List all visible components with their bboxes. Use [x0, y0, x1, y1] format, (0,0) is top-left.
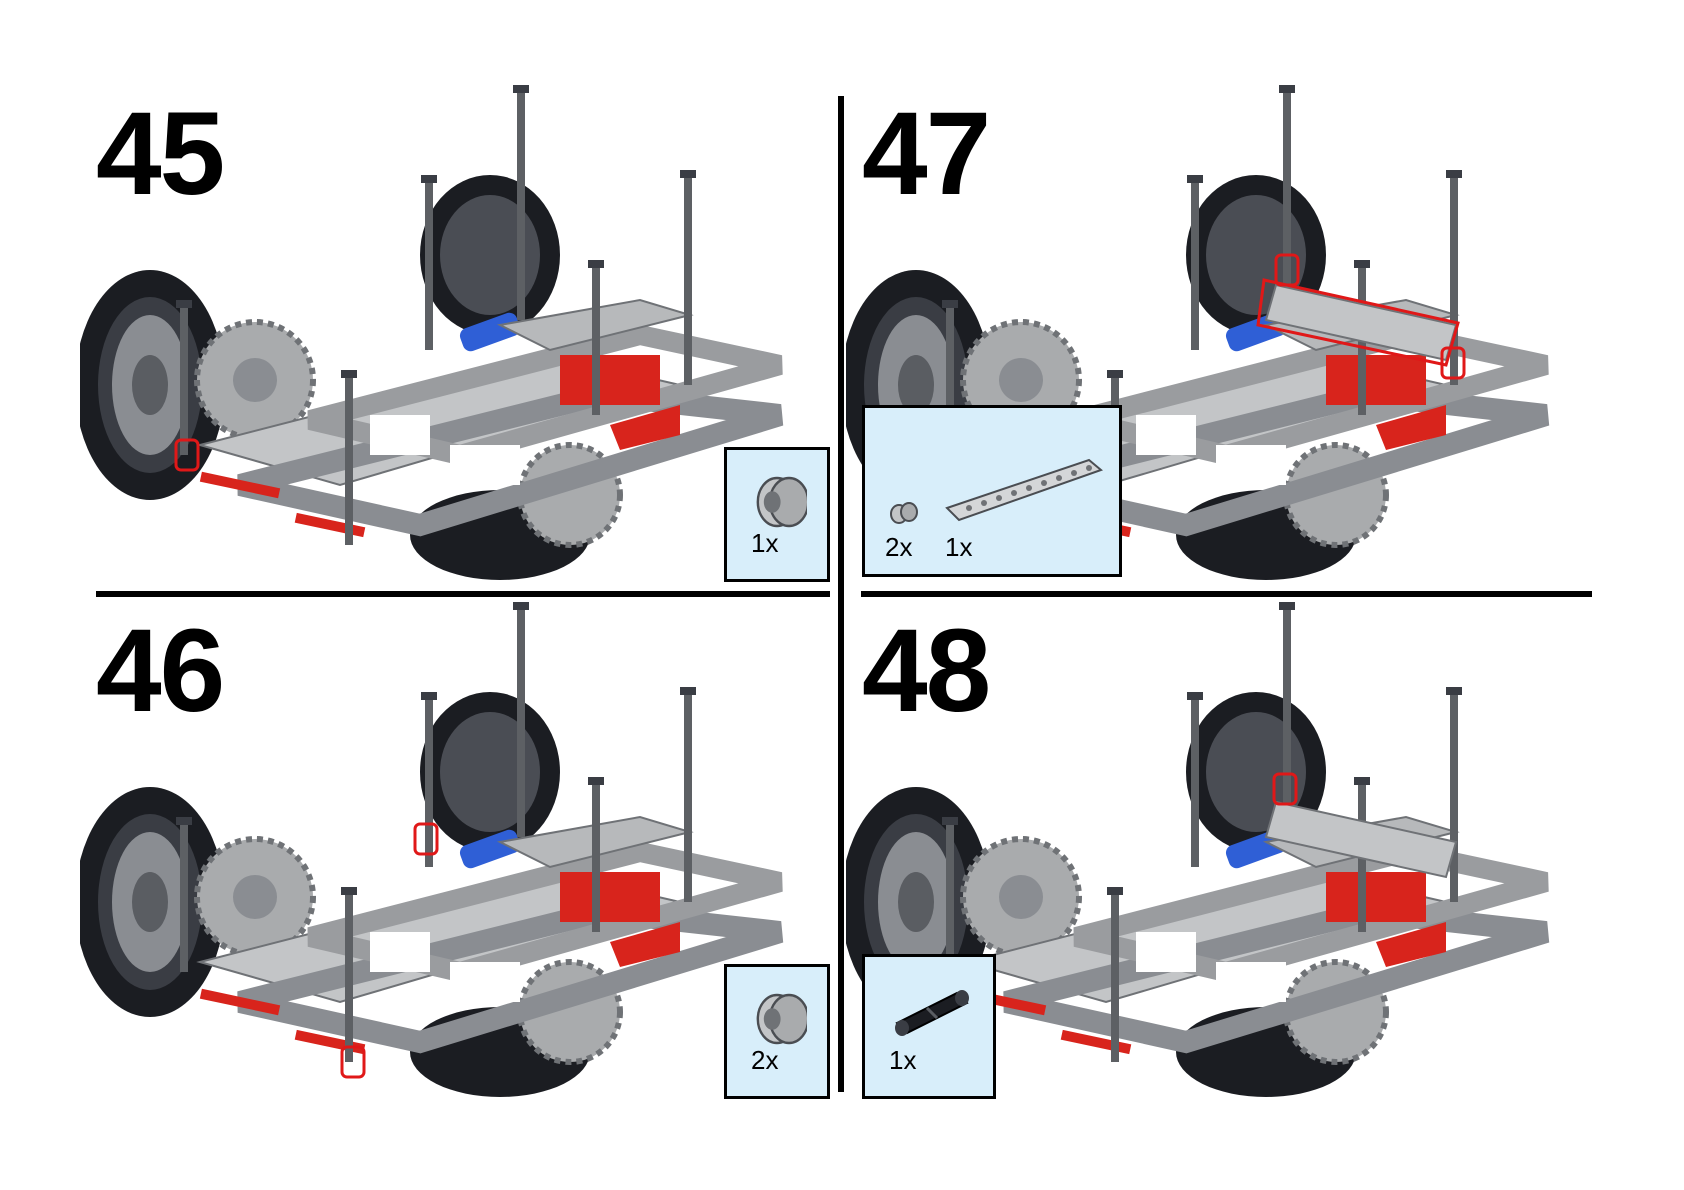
- axle-bush-icon: [756, 993, 807, 1045]
- part-quantity: 2x: [885, 532, 913, 562]
- model-illustration: [80, 85, 840, 585]
- highlight-marker: [174, 438, 200, 472]
- step-number: 45: [96, 88, 225, 220]
- step-number: 47: [862, 88, 991, 220]
- model-illustration: [80, 602, 840, 1102]
- step-45: 45 1x: [80, 85, 840, 585]
- axle-pin-black-icon: [895, 990, 969, 1036]
- model-illustration: [846, 602, 1606, 1102]
- parts-callout: 1x: [724, 447, 830, 582]
- step-46: 46 2x: [80, 602, 840, 1102]
- liftarm-9-icon: [945, 458, 1103, 522]
- step-number: 46: [96, 605, 225, 737]
- small-pin-icon: [890, 502, 918, 524]
- step-number: 48: [862, 605, 991, 737]
- horizontal-divider-right: [861, 591, 1592, 597]
- step-47: 47 2x 1x: [846, 85, 1606, 585]
- horizontal-divider-left: [96, 591, 830, 597]
- vertical-divider: [838, 96, 844, 1092]
- part-quantity: 1x: [889, 1045, 917, 1075]
- part-quantity: 2x: [751, 1045, 779, 1075]
- part-quantity: 1x: [945, 532, 973, 562]
- highlight-marker: [1440, 346, 1466, 380]
- parts-callout: 2x: [724, 964, 830, 1099]
- highlight-marker: [1256, 278, 1460, 367]
- highlight-marker: [413, 822, 439, 856]
- highlight-marker: [1272, 772, 1298, 806]
- parts-callout: 1x: [862, 954, 996, 1099]
- highlight-marker: [340, 1045, 366, 1079]
- axle-bush-icon: [756, 476, 807, 528]
- parts-callout: 2x 1x: [862, 405, 1122, 577]
- step-48: 48 1x: [846, 602, 1606, 1102]
- model-illustration: [846, 85, 1606, 585]
- highlight-marker: [1274, 253, 1300, 287]
- part-quantity: 1x: [751, 528, 779, 558]
